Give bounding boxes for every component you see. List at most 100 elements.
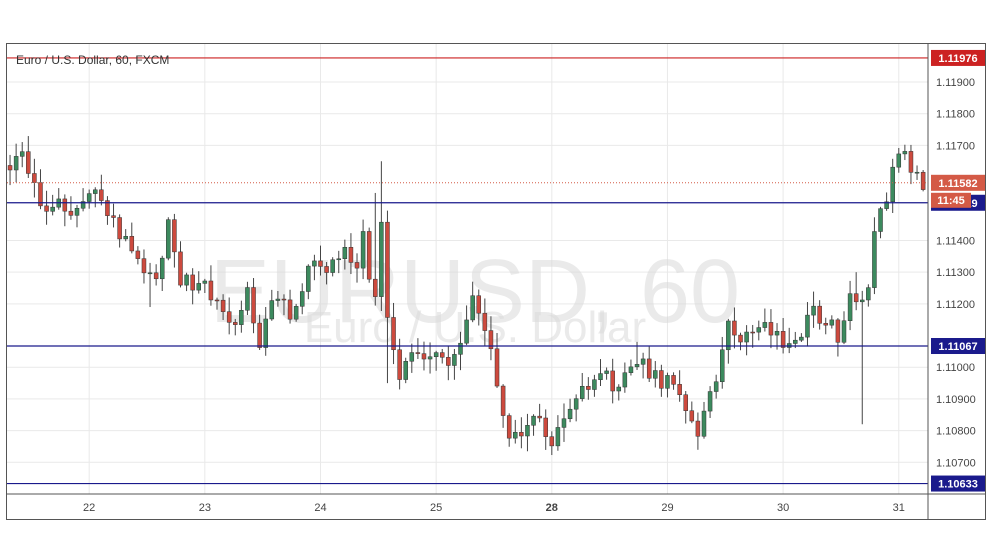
time-tick-label: 31	[893, 502, 905, 514]
candle-up	[74, 207, 80, 216]
chart-frame: EURUSD, 60 Euro / U.S. Dollar 1.11900 1.1…	[6, 43, 986, 520]
candle-up	[579, 386, 585, 399]
candle-down	[220, 299, 226, 312]
candle-up	[829, 319, 835, 326]
candle-up	[756, 327, 762, 333]
candle-up	[793, 339, 798, 344]
candle-up	[841, 320, 847, 343]
candle-down	[671, 375, 676, 385]
price-axis: 1.11900 1.11800 1.11700 1.11400 1.11300 1.112…	[936, 77, 976, 469]
candle-up	[811, 305, 816, 316]
candle-up	[50, 206, 55, 212]
candle-down	[519, 431, 524, 437]
time-tick-label: 23	[199, 502, 211, 514]
candle-down	[385, 221, 390, 318]
price-levels	[7, 57, 928, 485]
countdown-tag-label: 11:45	[937, 195, 965, 207]
candle-down	[646, 358, 652, 379]
candle-up	[653, 370, 658, 379]
candle-down	[446, 357, 451, 366]
price-tick-label: 1.11000	[936, 362, 975, 374]
candle-down	[129, 236, 135, 252]
candle-down	[823, 323, 828, 326]
candle-up	[184, 274, 189, 286]
candle-up	[299, 291, 305, 307]
candle-down	[366, 231, 372, 280]
candle-up	[202, 280, 208, 284]
candle-down	[500, 385, 506, 416]
candle-up	[665, 375, 670, 389]
watermark: EURUSD, 60 Euro / U.S. Dollar	[210, 242, 740, 352]
candle-up	[239, 310, 244, 325]
candle-down	[373, 278, 378, 297]
price-tick-label: 1.11200	[936, 299, 975, 311]
price-tick-label: 1.11700	[936, 140, 975, 152]
candle-down	[549, 436, 555, 447]
candle-up	[464, 319, 469, 344]
price-tick-label: 1.11800	[936, 109, 975, 121]
candle-up	[701, 410, 707, 437]
candle-up	[452, 354, 457, 366]
candle-down	[482, 312, 488, 331]
candle-down	[780, 331, 786, 348]
candle-down	[233, 322, 238, 325]
candlestick-chart: EURUSD, 60 Euro / U.S. Dollar 1.119001.1…	[7, 44, 985, 519]
candle-up	[713, 381, 719, 392]
candle-down	[348, 247, 354, 263]
candle-down	[586, 386, 591, 390]
candle-up	[555, 427, 561, 447]
candle-down	[835, 319, 841, 343]
candle-up	[263, 318, 268, 348]
candle-down	[732, 320, 737, 336]
candle-down	[817, 305, 822, 324]
candle-up	[914, 171, 920, 174]
candle-up	[470, 295, 475, 321]
candle-down	[415, 352, 421, 354]
candle-up	[902, 151, 908, 155]
watermark-name: Euro / U.S. Dollar	[304, 303, 646, 352]
time-tick-label: 24	[314, 502, 326, 514]
candle-up	[561, 418, 567, 428]
candle-down	[7, 165, 13, 171]
candle-down	[543, 417, 548, 437]
candle-up	[762, 322, 768, 328]
candle-up	[123, 236, 128, 240]
candle-down	[768, 322, 774, 336]
candle-down	[44, 205, 49, 212]
candle-up	[312, 260, 317, 267]
candle-up	[306, 265, 311, 292]
time-tick-label: 22	[83, 502, 95, 514]
price-tick-label: 1.11400	[936, 235, 975, 247]
candle-down	[178, 251, 183, 286]
candle-up	[799, 336, 804, 341]
price-tick-label: 1.10700	[936, 457, 976, 469]
candle-down	[397, 349, 402, 380]
candle-up	[872, 231, 877, 288]
candle-down	[32, 173, 37, 183]
candle-down	[99, 189, 104, 201]
candle-down	[214, 299, 220, 302]
candle-up	[427, 356, 433, 360]
candle-up	[573, 398, 579, 410]
candle-up	[93, 189, 98, 194]
resistance-line-tag-label: 1.11976	[938, 53, 977, 65]
candle-up	[860, 299, 865, 303]
candle-down	[354, 262, 360, 269]
candle-down	[908, 151, 914, 173]
candle-up	[525, 425, 530, 437]
candle-up	[878, 208, 883, 232]
candle-up	[805, 314, 810, 338]
candle-up	[628, 366, 634, 373]
candle-up	[616, 386, 622, 392]
candle-up	[342, 247, 348, 260]
candle-down	[494, 348, 500, 387]
candle-down	[190, 274, 195, 291]
candle-up	[567, 408, 573, 419]
candle-up	[86, 193, 92, 202]
candle-up	[196, 283, 201, 291]
candle-down	[391, 317, 396, 351]
chart-title: Euro / U.S. Dollar, 60, FXCM	[16, 53, 169, 67]
candle-up	[890, 166, 895, 203]
candle-up	[774, 331, 780, 336]
